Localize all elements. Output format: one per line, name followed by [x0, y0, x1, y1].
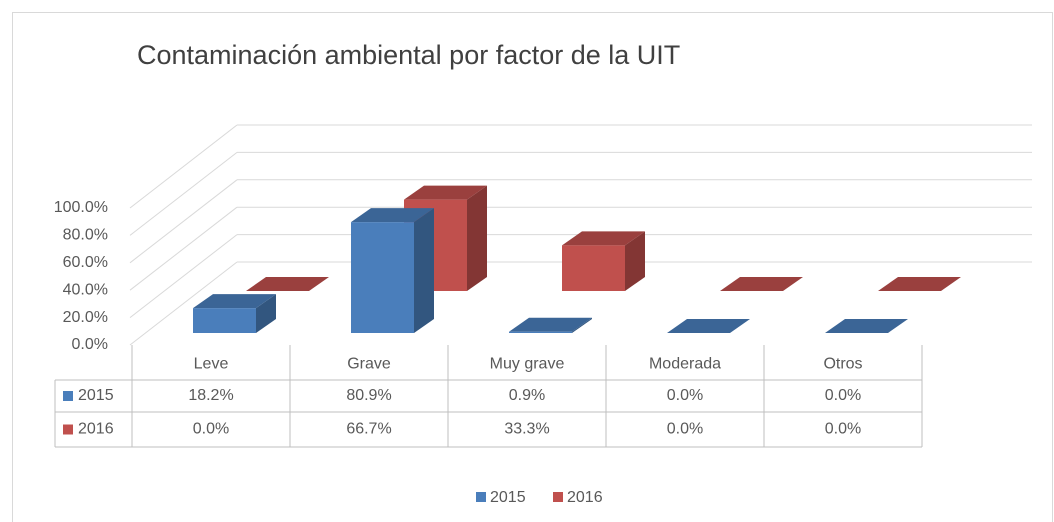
bar — [351, 222, 414, 333]
y-tick-label: 0.0% — [72, 336, 108, 353]
grid-line — [129, 234, 238, 318]
y-tick-label: 80.0% — [63, 227, 108, 244]
bar-top — [404, 185, 487, 200]
data-label: 0.0% — [667, 387, 703, 404]
grid-line — [129, 261, 238, 346]
table-series-name: 2016 — [78, 421, 114, 438]
bar — [193, 308, 256, 333]
data-label: 0.0% — [825, 387, 861, 404]
table-legend-key — [63, 424, 73, 435]
legend-label: 2016 — [567, 489, 603, 506]
grid-line — [129, 206, 238, 291]
bar-side — [256, 294, 276, 333]
y-tick-label: 20.0% — [63, 309, 108, 326]
data-label: 18.2% — [188, 387, 233, 404]
y-tick-label: 40.0% — [63, 281, 108, 298]
data-label: 80.9% — [346, 387, 391, 404]
bar-top — [562, 231, 645, 246]
bar-side — [572, 317, 592, 333]
bar — [509, 331, 572, 333]
grid-line — [129, 124, 238, 209]
chart-title: Contaminación ambiental por factor de la… — [137, 40, 680, 70]
bar-top — [193, 294, 276, 309]
bar-top — [720, 277, 803, 291]
bar-top — [825, 319, 908, 333]
x-tick-label: Moderada — [649, 356, 721, 373]
bar-side — [467, 185, 487, 291]
legend-label: 2015 — [490, 489, 526, 506]
data-label: 0.0% — [193, 421, 229, 438]
bar-top — [246, 277, 329, 291]
bar-top — [667, 319, 750, 333]
legend-key — [553, 492, 563, 502]
grid-line — [129, 152, 238, 236]
bar-top — [509, 317, 592, 332]
x-tick-label: Grave — [347, 356, 391, 373]
bar-side — [625, 231, 645, 291]
x-tick-label: Leve — [194, 356, 229, 373]
x-tick-label: Muy grave — [490, 356, 565, 373]
y-tick-label: 100.0% — [54, 199, 108, 216]
bar-side — [414, 208, 434, 333]
legend-key — [476, 492, 486, 502]
table-series-name: 2015 — [78, 387, 114, 404]
bar — [562, 245, 625, 291]
data-label: 0.9% — [509, 387, 545, 404]
data-label: 0.0% — [667, 421, 703, 438]
bar-top — [878, 277, 961, 291]
x-tick-label: Otros — [823, 356, 862, 373]
data-label: 66.7% — [346, 421, 391, 438]
chart-frame — [12, 12, 1053, 522]
data-label: 0.0% — [825, 421, 861, 438]
y-tick-label: 60.0% — [63, 254, 108, 271]
bar-top — [351, 208, 434, 223]
table-legend-key — [63, 391, 73, 401]
data-label: 33.3% — [504, 421, 549, 438]
grid-line — [129, 179, 238, 264]
